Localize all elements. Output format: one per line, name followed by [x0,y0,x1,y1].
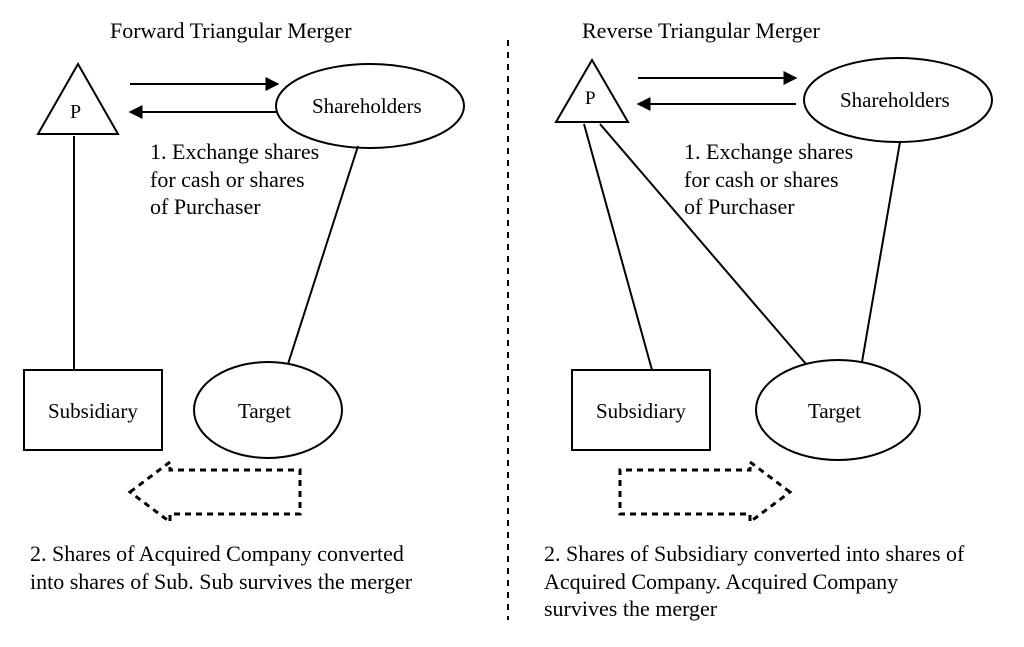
left-step1-text: 1. Exchange shares for cash or shares of… [150,138,320,221]
right-target-label: Target [808,399,861,423]
left-panel-title: Forward Triangular Merger [110,18,352,44]
right-line-p_to_sub [584,124,652,370]
right-line-share_to_tgt [862,142,900,362]
right-shareholders-label: Shareholders [840,88,950,112]
left-target-label: Target [238,399,291,423]
right-purchaser-label: P [585,88,596,109]
right-subsidiary-label: Subsidiary [596,399,686,423]
left-subsidiary-label: Subsidiary [48,399,138,423]
right-panel-title: Reverse Triangular Merger [582,18,820,44]
right-step2-text: 2. Shares of Subsidiary converted into s… [544,540,974,623]
left-shareholders-label: Shareholders [312,94,422,118]
right-block-arrow [620,462,790,522]
left-step2-text: 2. Shares of Acquired Company converted … [30,540,430,595]
left-purchaser-node [38,64,118,134]
left-block-arrow [130,462,300,522]
left-purchaser-label: P [70,101,81,123]
right-step1-text: 1. Exchange shares for cash or shares of… [684,138,854,221]
